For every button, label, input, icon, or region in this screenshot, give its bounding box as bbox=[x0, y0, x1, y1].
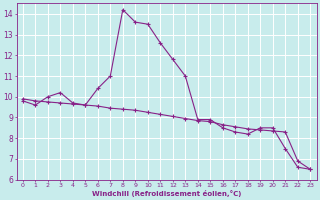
X-axis label: Windchill (Refroidissement éolien,°C): Windchill (Refroidissement éolien,°C) bbox=[92, 190, 241, 197]
